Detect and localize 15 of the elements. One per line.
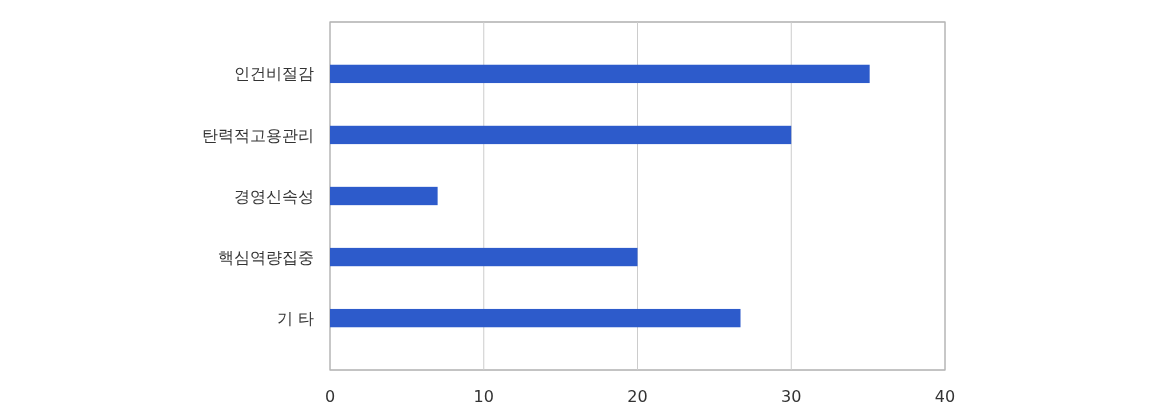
bar [330, 125, 792, 145]
y-tick-label: 기 타 [276, 308, 314, 328]
bar [330, 64, 870, 84]
y-tick-label: 인건비절감 [234, 64, 314, 84]
x-tick-label: 0 [324, 387, 336, 406]
x-tick-label: 10 [473, 387, 494, 406]
x-tick-label: 40 [934, 387, 956, 406]
x-tick-label: 20 [627, 387, 648, 406]
y-tick-label: 경영신속성 [234, 186, 314, 206]
bar [330, 247, 638, 267]
bar [330, 186, 438, 206]
bar [330, 308, 741, 328]
y-tick-label: 탄력적고용관리 [202, 125, 314, 145]
x-tick-label: 30 [781, 387, 802, 406]
y-tick-label: 핵심역량집중 [218, 247, 314, 267]
